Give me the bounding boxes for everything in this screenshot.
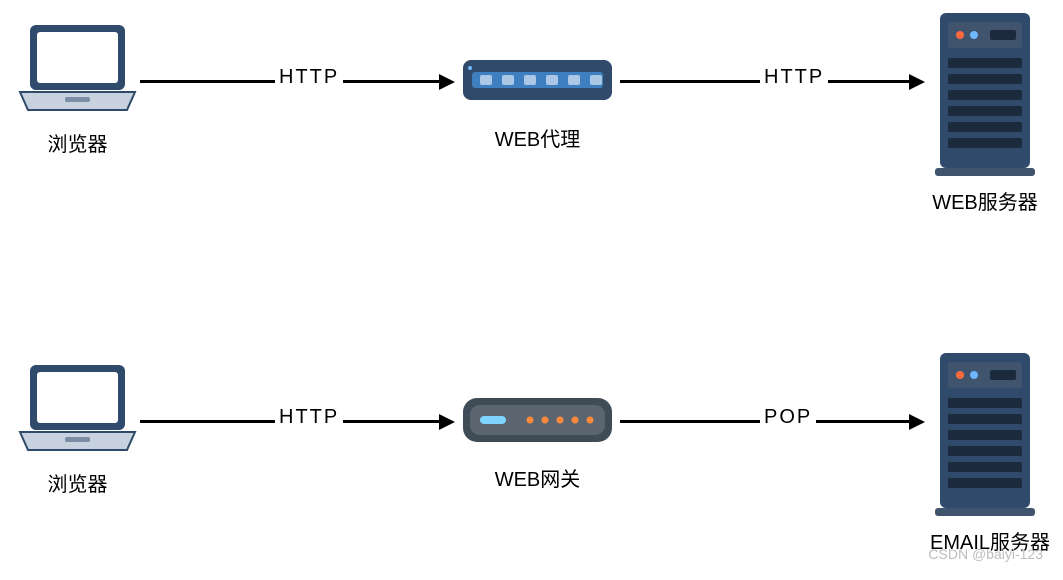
node-label: 浏览器 — [15, 128, 140, 157]
arrow-head-icon — [909, 74, 925, 90]
laptop-icon — [15, 360, 140, 460]
arrow-head-icon — [439, 414, 455, 430]
laptop-icon — [15, 20, 140, 120]
edge-label: HTTP — [275, 66, 343, 89]
node-middle: WEB网关 — [460, 390, 615, 492]
node-label: WEB服务器 — [930, 186, 1040, 215]
arrow-head-icon — [909, 414, 925, 430]
node-client: 浏览器 — [15, 360, 140, 497]
switch-icon — [460, 50, 615, 115]
node-client: 浏览器 — [15, 20, 140, 157]
node-label: WEB代理 — [460, 123, 615, 152]
node-label: 浏览器 — [15, 468, 140, 497]
edge-label: HTTP — [760, 66, 828, 89]
server-icon — [930, 348, 1050, 518]
modem-icon — [460, 390, 615, 455]
arrow-head-icon — [439, 74, 455, 90]
node-server: EMAIL服务器 — [930, 348, 1050, 555]
watermark-text: CSDN @baiyi-123 — [928, 546, 1043, 562]
node-server: WEB服务器 — [930, 8, 1040, 215]
edge-label: HTTP — [275, 406, 343, 429]
node-middle: WEB代理 — [460, 50, 615, 152]
node-label: WEB网关 — [460, 463, 615, 492]
edge-label: POP — [760, 406, 816, 429]
server-icon — [930, 8, 1040, 178]
